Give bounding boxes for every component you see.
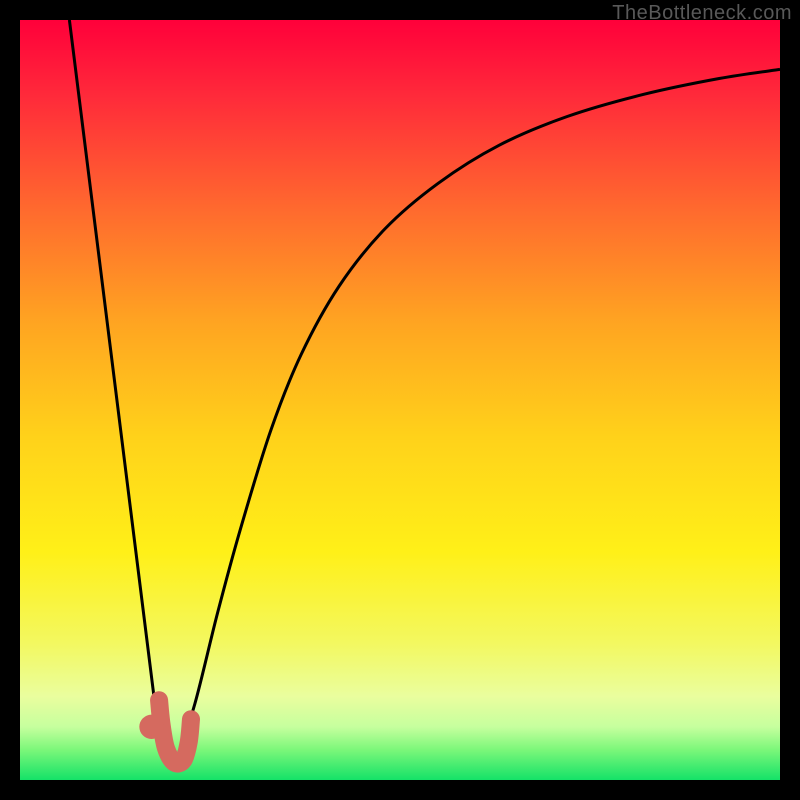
figure-frame: TheBottleneck.com [0,0,800,800]
chart-svg [0,0,800,800]
marker-dot [139,715,163,739]
plot-background [20,20,780,780]
